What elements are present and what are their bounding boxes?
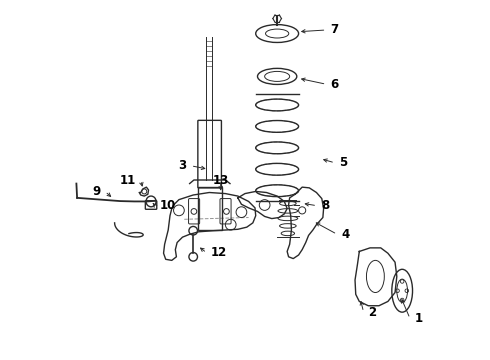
Text: 4: 4 <box>342 228 350 241</box>
Text: 2: 2 <box>368 306 376 319</box>
Text: 12: 12 <box>211 246 227 259</box>
Text: 7: 7 <box>331 23 339 36</box>
Text: 8: 8 <box>321 199 330 212</box>
Text: 5: 5 <box>339 156 347 169</box>
Text: 11: 11 <box>120 174 136 186</box>
Text: 1: 1 <box>415 312 422 325</box>
Text: 6: 6 <box>331 78 339 91</box>
Text: 3: 3 <box>178 159 186 172</box>
Bar <box>198 187 222 230</box>
Text: 9: 9 <box>93 185 100 198</box>
Text: 10: 10 <box>159 199 175 212</box>
Text: 13: 13 <box>213 174 229 186</box>
